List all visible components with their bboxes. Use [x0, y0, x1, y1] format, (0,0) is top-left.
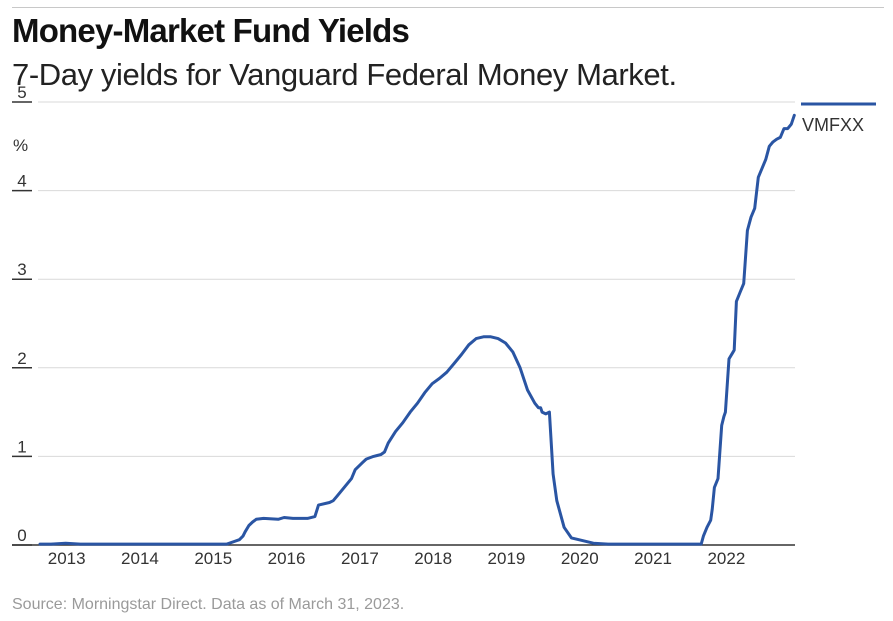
x-tick-label: 2017 [341, 549, 379, 568]
top-rule [12, 7, 884, 8]
x-tick-label: 2019 [488, 549, 526, 568]
y-tick-label: 5 [17, 83, 26, 102]
y-axis: 0 1 2 3 4 5 [12, 83, 32, 546]
legend-label-vmfxx: VMFXX [802, 115, 864, 135]
x-tick-label: 2021 [634, 549, 672, 568]
grid-layer [38, 101, 795, 457]
source-note: Source: Morningstar Direct. Data as of M… [12, 596, 405, 613]
y-tick-label: 2 [17, 349, 26, 368]
chart-subtitle: 7-Day yields for Vanguard Federal Money … [12, 57, 677, 92]
x-axis: 2013 2014 2015 2016 2017 2018 2019 2020 2021 2022 [48, 549, 746, 568]
x-tick-label: 2022 [707, 549, 745, 568]
y-tick-label: 3 [17, 260, 26, 279]
y-axis-unit-label: % [13, 136, 28, 155]
y-tick-label: 0 [17, 526, 26, 545]
x-tick-label: 2020 [561, 549, 599, 568]
chart-title: Money-Market Fund Yields [12, 12, 410, 49]
y-tick-label: 1 [17, 437, 26, 456]
x-tick-label: 2014 [121, 549, 159, 568]
x-tick-label: 2015 [194, 549, 232, 568]
y-tick-label: 4 [17, 172, 26, 191]
series-line-vmfxx [38, 113, 796, 546]
x-tick-label: 2013 [48, 549, 86, 568]
x-tick-label: 2018 [414, 549, 452, 568]
x-tick-label: 2016 [268, 549, 306, 568]
